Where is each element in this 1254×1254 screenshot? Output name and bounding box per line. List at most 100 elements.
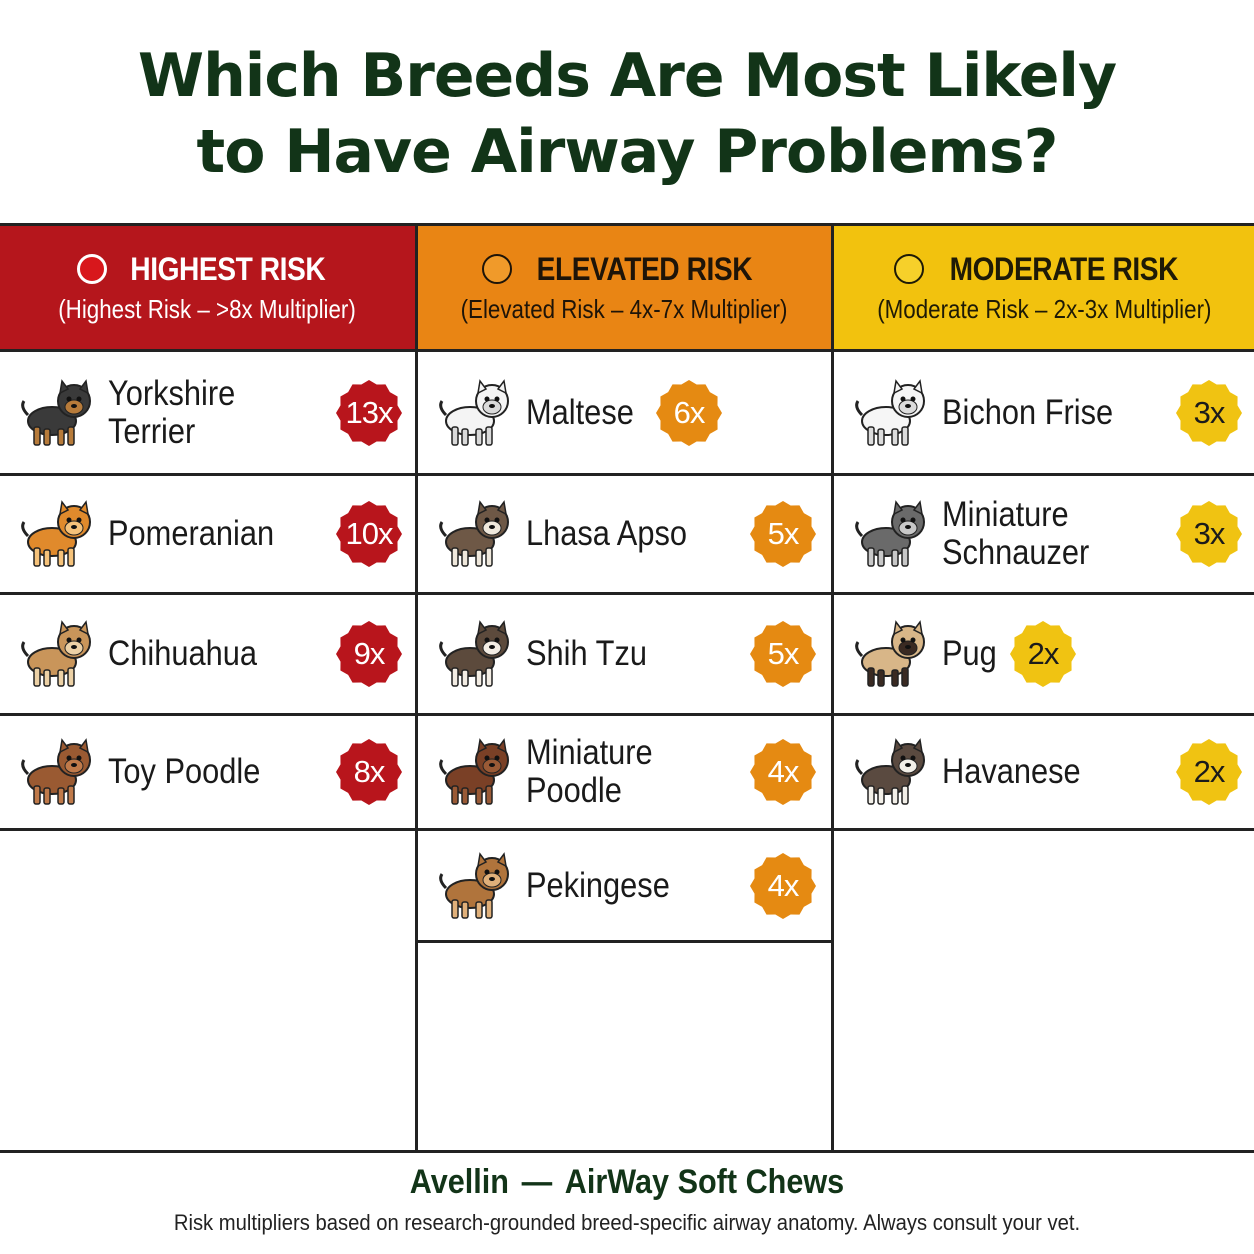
breed-row: Lhasa Apso 5x (418, 476, 831, 595)
lhasa-apso-icon (439, 500, 509, 567)
breed-name-line: Shih Tzu (526, 634, 647, 673)
breed-name-line: Yorkshire (108, 373, 236, 413)
risk-multiplier-badge: 2x (1176, 739, 1242, 805)
breed-name-line: Toy Poodle (108, 752, 261, 791)
risk-grid: HIGHEST RISK (Highest Risk – >8x Multipl… (0, 223, 1254, 1153)
column-elevated-risk: ELEVATED RISK (Elevated Risk – 4x-7x Mul… (418, 226, 834, 1153)
risk-multiplier-badge: 5x (750, 501, 816, 567)
miniature-schnauzer-icon (855, 500, 925, 567)
breed-row: Havanese 2x (834, 716, 1254, 831)
breed-name: Shih Tzu (526, 635, 647, 673)
footer-brand-line: Avellin — AirWay Soft Chews (63, 1163, 1192, 1202)
badge-seal-shape (1176, 739, 1242, 805)
risk-multiplier-value: 9x (353, 636, 386, 671)
havanese-icon (855, 738, 925, 805)
risk-multiplier-value: 10x (345, 516, 394, 551)
column-header-elevated: ELEVATED RISK (Elevated Risk – 4x-7x Mul… (418, 226, 831, 352)
risk-multiplier-badge: 8x (336, 739, 402, 805)
risk-multiplier-value: 4x (767, 754, 800, 789)
maltese-icon (439, 378, 509, 446)
badge-seal-shape (750, 852, 816, 919)
breed-name: Miniature Poodle (526, 734, 653, 810)
column-header-subtitle: (Elevated Risk – 4x-7x Multiplier) (461, 293, 788, 324)
badge-seal-shape (1176, 501, 1242, 567)
breed-row: Toy Poodle 8x (0, 716, 415, 831)
breed-row: Miniature Poodle 4x (418, 716, 831, 831)
brand-name: Avellin (409, 1163, 509, 1201)
risk-multiplier-value: 3x (1193, 516, 1226, 551)
breed-name: Havanese (942, 753, 1081, 791)
breed-row: Pug 2x (834, 595, 1254, 716)
risk-multiplier-badge: 5x (750, 621, 816, 687)
miniature-poodle-icon (439, 738, 509, 805)
footer-disclaimer: Risk multipliers based on research-groun… (173, 1210, 1081, 1235)
risk-multiplier-badge: 3x (1176, 501, 1242, 567)
breed-name-line: Chihuahua (108, 634, 257, 673)
badge-seal-shape (656, 379, 722, 446)
red-dot-icon (76, 254, 107, 284)
yellow-dot-icon (894, 254, 925, 284)
risk-multiplier-badge: 4x (750, 739, 816, 805)
column-header-subtitle: (Highest Risk – >8x Multiplier) (58, 293, 357, 324)
badge-seal-shape (1010, 621, 1076, 687)
toy-poodle-icon (21, 738, 91, 805)
badge-seal-shape (750, 621, 816, 687)
breed-name-line: Pomeranian (108, 514, 275, 553)
badge-seal-shape (336, 621, 402, 687)
badge-seal-shape (336, 379, 402, 446)
breed-name: Maltese (526, 393, 634, 432)
breed-name: Miniature Schnauzer (942, 496, 1089, 572)
pekingese-icon (439, 851, 509, 919)
column-header-highest: HIGHEST RISK (Highest Risk – >8x Multipl… (0, 226, 415, 352)
risk-multiplier-badge: 2x (1010, 621, 1076, 687)
badge-seal-shape (336, 501, 402, 567)
breed-row: Bichon Frise 3x (834, 352, 1254, 476)
breed-name: Pekingese (526, 866, 670, 905)
breed-name: Yorkshire Terrier (108, 373, 236, 451)
breed-name: Lhasa Apso (526, 515, 687, 553)
pomeranian-icon (21, 500, 91, 567)
breed-name-line: Schnauzer (942, 533, 1090, 572)
chihuahua-icon (21, 620, 91, 687)
breed-list: Maltese 6x Lhasa Apso 5x Shih Tzu 5x Miniature… (418, 352, 831, 943)
risk-multiplier-value: 2x (1027, 636, 1060, 671)
badge-seal-shape (750, 739, 816, 805)
product-name: AirWay Soft Chews (564, 1163, 845, 1201)
risk-multiplier-badge: 3x (1176, 379, 1242, 446)
breed-list: Yorkshire Terrier 13x Pomeranian 10x Chihuahu… (0, 352, 415, 831)
risk-multiplier-value: 13x (345, 394, 394, 430)
breed-name: Bichon Frise (942, 393, 1113, 432)
orange-dot-icon (482, 254, 513, 284)
risk-multiplier-value: 5x (767, 636, 800, 671)
breed-name-line: Miniature (526, 733, 653, 772)
risk-multiplier-badge: 13x (336, 379, 402, 446)
risk-multiplier-badge: 4x (750, 852, 816, 919)
breed-list: Bichon Frise 3x Miniature Schnauzer 3x Pug 2x H… (834, 352, 1254, 831)
risk-multiplier-badge: 10x (336, 501, 402, 567)
breed-row: Chihuahua 9x (0, 595, 415, 716)
column-header-subtitle: (Moderate Risk – 2x-3x Multiplier) (876, 293, 1212, 324)
bichon-frise-icon (855, 378, 925, 446)
breed-row: Pekingese 4x (418, 831, 831, 943)
risk-multiplier-badge: 9x (336, 621, 402, 687)
breed-name-line: Havanese (942, 752, 1081, 791)
risk-multiplier-value: 4x (767, 867, 800, 903)
breed-name-line: Poodle (526, 771, 622, 810)
breed-row: Pomeranian 10x (0, 476, 415, 595)
breed-row: Miniature Schnauzer 3x (834, 476, 1254, 595)
breed-name-line: Terrier (108, 411, 196, 451)
column-header-label: ELEVATED RISK (536, 250, 753, 287)
title-line-1: Which Breeds Are Most Likely (137, 41, 1117, 111)
breed-row: Yorkshire Terrier 13x (0, 352, 415, 476)
column-moderate-risk: MODERATE RISK (Moderate Risk – 2x-3x Mul… (834, 226, 1254, 1153)
page-title: Which Breeds Are Most Likely to Have Air… (0, 38, 1254, 190)
breed-name-line: Miniature (942, 495, 1069, 534)
pug-icon (855, 620, 925, 687)
risk-multiplier-value: 3x (1193, 394, 1226, 430)
risk-multiplier-badge: 6x (656, 379, 722, 446)
breed-name-line: Lhasa Apso (526, 514, 687, 553)
badge-seal-shape (336, 739, 402, 805)
breed-name: Pomeranian (108, 515, 274, 553)
column-header-moderate: MODERATE RISK (Moderate Risk – 2x-3x Mul… (834, 226, 1254, 352)
column-header-label: HIGHEST RISK (129, 250, 325, 287)
